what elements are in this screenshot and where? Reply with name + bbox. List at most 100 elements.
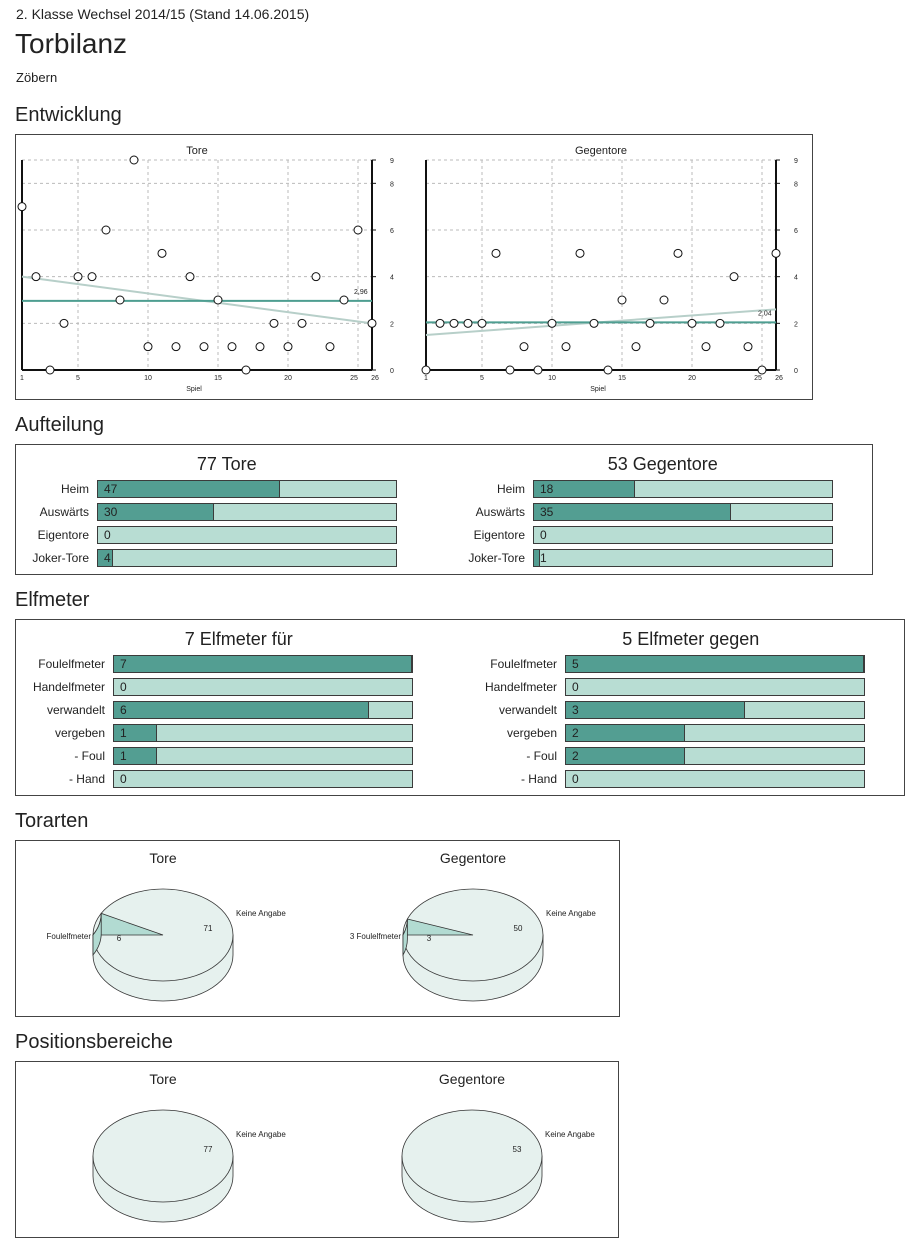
x-tick-label: 10: [144, 375, 152, 382]
data-point: [283, 342, 293, 352]
bar-category-label: vergeben: [506, 726, 557, 740]
bar: [534, 481, 636, 497]
bar-track: 7: [113, 655, 413, 673]
y-tick-label: 9: [390, 158, 394, 165]
bar-value-label: 0: [104, 528, 111, 542]
data-point: [325, 342, 335, 352]
data-point: [101, 225, 111, 235]
team-name: Zöbern: [16, 70, 58, 85]
data-point: [491, 248, 501, 258]
pie-value-label: 53: [513, 1145, 522, 1154]
bar-track: 1: [113, 724, 413, 742]
bar: [534, 550, 540, 566]
pie-label: 3 Foulelfmeter: [350, 932, 401, 941]
x-tick-label: 1: [424, 375, 428, 382]
bar: [566, 725, 686, 741]
pie-value-label: 50: [514, 924, 523, 933]
bar-category-label: Handelfmeter: [484, 680, 557, 694]
y-tick-label: 0: [390, 368, 394, 375]
bar-track: 0: [113, 678, 413, 696]
y-tick-label: 6: [794, 228, 798, 235]
bar: [98, 504, 215, 520]
aufteilung-panel: 77 Tore Heim 47 Auswärts 30 Eigentore 0 Joker-T…: [15, 444, 873, 575]
x-axis-label: Spiel: [590, 386, 606, 393]
data-point: [213, 295, 223, 305]
section-title-entwicklung: Entwicklung: [15, 104, 122, 126]
bar-chart-title: 5 Elfmeter gegen: [622, 629, 760, 649]
bar-value-label: 2: [572, 749, 579, 763]
x-tick-label: 1: [20, 375, 24, 382]
x-tick-label: 5: [76, 375, 80, 382]
bar-value-label: 18: [540, 482, 554, 496]
pie-value-label: 71: [204, 924, 213, 933]
pie-chart: Gegentore 3 3 Foulelfmeter 50 Keine Angabe: [350, 850, 596, 1002]
torarten-panel: Tore 6 Foulelfmeter 71 Keine Angabe Gegentore…: [15, 840, 620, 1017]
pie-label: Keine Angabe: [236, 1130, 286, 1139]
pie-label: Foulelfmeter: [47, 932, 92, 941]
data-point: [171, 342, 181, 352]
data-point: [603, 365, 613, 375]
pie-slice-side: [92, 913, 102, 957]
data-point: [297, 318, 307, 328]
bar-track: 18: [533, 480, 833, 498]
y-tick-label: 4: [794, 275, 798, 282]
data-point: [547, 318, 557, 328]
bar-value-label: 3: [572, 703, 579, 717]
data-point: [339, 295, 349, 305]
data-point: [743, 342, 753, 352]
data-point: [185, 272, 195, 282]
bar-track: 3: [565, 701, 865, 719]
bar-category-label: Auswärts: [39, 505, 89, 519]
data-point: [659, 295, 669, 305]
pie-slice: [401, 1109, 543, 1203]
data-point: [31, 272, 41, 282]
y-tick-label: 9: [794, 158, 798, 165]
data-point: [701, 342, 711, 352]
pie-title: Gegentore: [440, 850, 506, 866]
average-label: 2,04: [758, 310, 772, 317]
section-title-elfmeter: Elfmeter: [15, 589, 90, 611]
data-point: [143, 342, 153, 352]
data-point: [589, 318, 599, 328]
y-tick-label: 2: [390, 321, 394, 328]
bar: [566, 748, 686, 764]
bar-track: 30: [97, 503, 397, 521]
x-tick-label: 26: [371, 375, 379, 382]
bar-value-label: 0: [540, 528, 547, 542]
bar-value-label: 4: [104, 551, 111, 565]
data-point: [199, 342, 209, 352]
pie-label: Keine Angabe: [236, 909, 286, 918]
data-point: [673, 248, 683, 258]
bar-value-label: 7: [120, 657, 127, 671]
bar-category-label: - Hand: [520, 772, 557, 786]
y-tick-label: 8: [390, 181, 394, 188]
bar-value-label: 0: [572, 772, 579, 786]
bar-track: 47: [97, 480, 397, 498]
pie-value-label: 77: [204, 1145, 213, 1154]
pie-slice-side: [402, 918, 408, 957]
data-point: [311, 272, 321, 282]
pie-value-label: 6: [117, 934, 122, 943]
data-point: [631, 342, 641, 352]
x-tick-label: 20: [688, 375, 696, 382]
x-tick-label: 10: [548, 375, 556, 382]
bar-category-label: Foulelfmeter: [38, 657, 105, 671]
bar-value-label: 30: [104, 505, 118, 519]
y-tick-label: 0: [794, 368, 798, 375]
data-point: [17, 202, 27, 212]
data-point: [129, 155, 139, 165]
bar-value-label: 0: [572, 680, 579, 694]
data-point: [645, 318, 655, 328]
bar-category-label: Auswärts: [475, 505, 525, 519]
pie-value-label: 3: [427, 934, 432, 943]
chart-title: Gegentore: [575, 145, 627, 157]
pie-label: Keine Angabe: [545, 1130, 595, 1139]
data-point: [533, 365, 543, 375]
bar-track: 4: [97, 549, 397, 567]
y-tick-label: 2: [794, 321, 798, 328]
bar-track: 6: [113, 701, 413, 719]
bar: [114, 656, 412, 672]
data-point: [157, 248, 167, 258]
data-point: [269, 318, 279, 328]
